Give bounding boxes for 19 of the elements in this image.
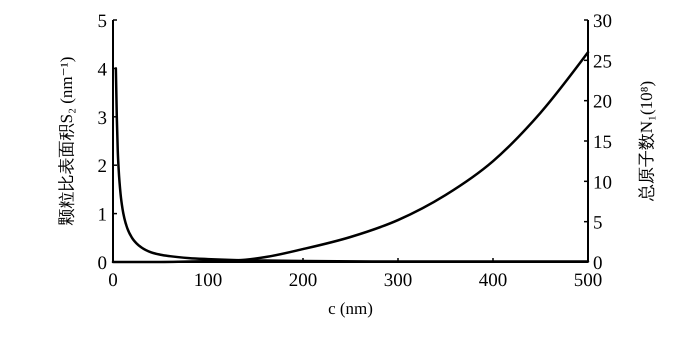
x-tick-label: 200: [288, 270, 318, 291]
y-tick-label: 1: [98, 204, 107, 226]
x-tick-label: 300: [384, 270, 412, 291]
x-tick-label: 100: [194, 270, 222, 291]
y2-tick-label: 15: [593, 132, 612, 153]
y-tick-label: 4: [98, 59, 108, 80]
y2-axis-title: 总原子数N₁(10⁸): [637, 80, 656, 202]
y-tick-label: 2: [98, 156, 107, 178]
x-tick-label: 400: [478, 270, 508, 291]
y2-tick-label: 10: [593, 172, 612, 194]
y2-tick-label: 5: [593, 212, 602, 234]
y2-tick-label: 25: [593, 51, 612, 72]
y-tick-label: 3: [98, 108, 107, 129]
y2-tick-label: 30: [593, 11, 612, 32]
x-axis-title: c (nm): [328, 299, 373, 318]
y-axis-title: 颗粒比表面积S₂ (nm⁻¹): [57, 56, 76, 226]
y2-tick-label: 20: [593, 92, 612, 113]
y-tick-label: 0: [98, 253, 107, 274]
y-tick-label: 5: [98, 11, 107, 32]
